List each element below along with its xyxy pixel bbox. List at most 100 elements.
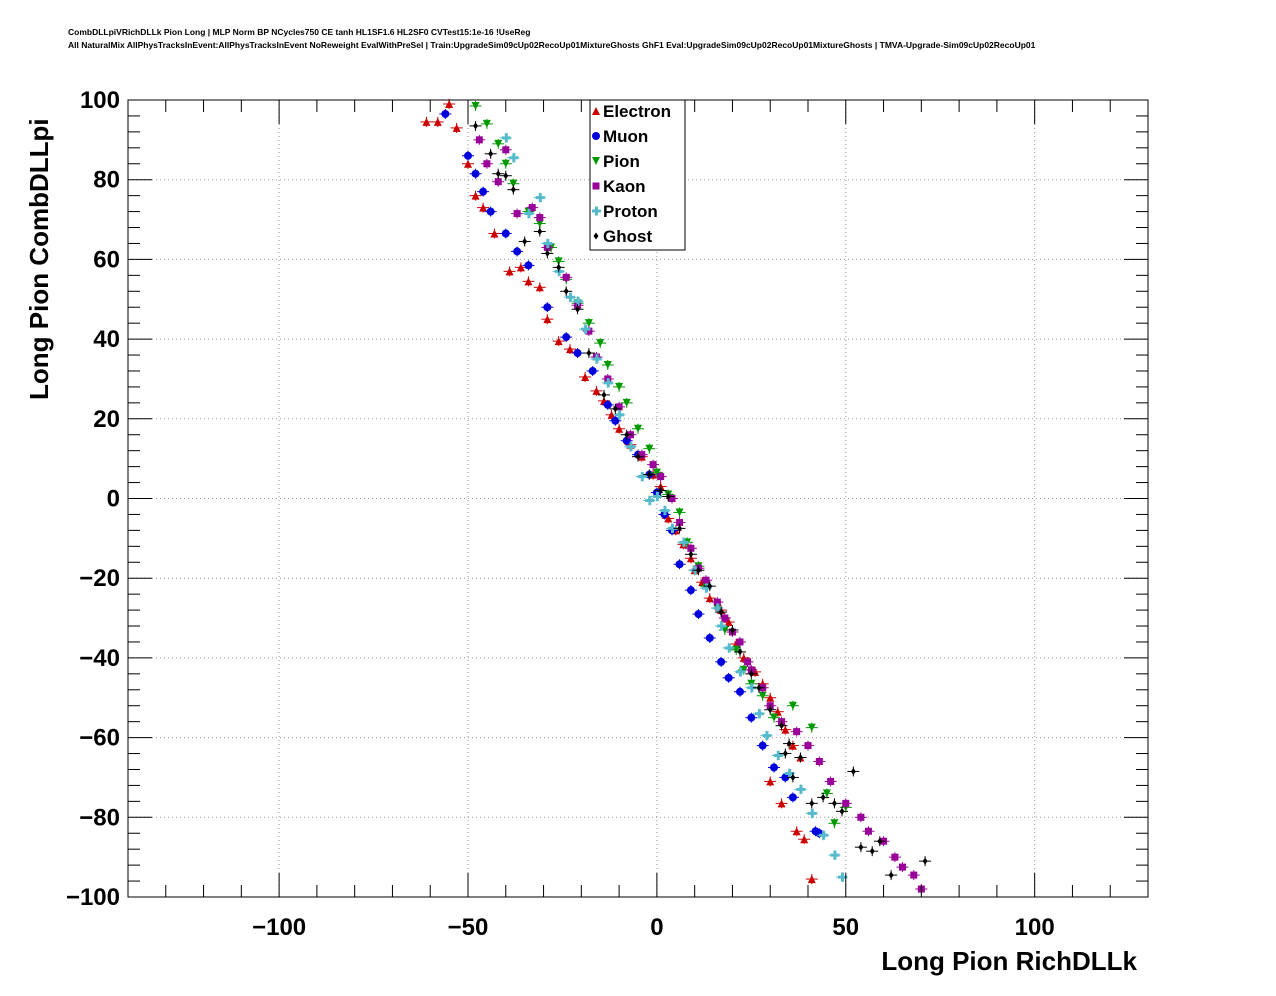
data-point: [646, 471, 652, 479]
data-point: [581, 324, 591, 334]
data-point: [779, 722, 785, 730]
data-points: [420, 98, 932, 895]
data-point: [626, 442, 636, 452]
data-point: [758, 691, 767, 700]
data-point: [822, 789, 831, 798]
data-point: [707, 582, 713, 590]
data-point: [676, 518, 684, 526]
legend-label: Proton: [603, 202, 658, 221]
data-point: [536, 214, 544, 222]
data-point: [762, 731, 772, 741]
data-point: [660, 505, 670, 515]
data-point: [505, 267, 514, 276]
data-point: [592, 386, 601, 395]
data-point: [664, 514, 673, 523]
y-tick-label: −100: [66, 884, 120, 911]
data-point: [494, 178, 502, 186]
data-point: [471, 169, 480, 178]
legend-label: Pion: [603, 152, 640, 171]
data-point: [495, 170, 501, 178]
data-point: [501, 229, 510, 238]
data-point: [634, 424, 642, 433]
y-tick-label: 40: [93, 326, 120, 353]
data-point: [754, 709, 764, 719]
data-point: [562, 273, 570, 281]
y-tick-label: 60: [93, 246, 120, 273]
data-point: [494, 139, 503, 148]
data-point: [575, 305, 581, 313]
data-point: [622, 436, 631, 445]
data-point: [543, 303, 552, 312]
data-point: [510, 186, 516, 194]
data-point: [782, 750, 788, 758]
data-point: [864, 827, 872, 835]
data-point: [830, 850, 840, 860]
data-point: [675, 508, 684, 517]
data-point: [717, 621, 727, 631]
data-point: [687, 544, 695, 552]
data-point: [744, 658, 752, 666]
data-point: [781, 725, 790, 734]
data-point: [524, 261, 533, 270]
data-point: [766, 777, 775, 786]
legend-marker: [592, 182, 600, 190]
series-kaon: [473, 134, 928, 895]
data-point: [490, 229, 499, 238]
y-tick-label: 80: [93, 167, 120, 194]
data-point: [603, 361, 612, 370]
data-point: [807, 808, 817, 818]
data-point: [705, 594, 714, 603]
data-point: [652, 492, 662, 502]
data-point: [535, 219, 544, 228]
data-point: [736, 667, 745, 677]
data-point: [522, 237, 528, 245]
data-point: [788, 741, 797, 750]
data-point: [702, 576, 710, 584]
data-point: [615, 403, 623, 411]
legend-label: Kaon: [603, 177, 646, 196]
data-point: [573, 296, 583, 306]
legend-marker: [592, 206, 601, 216]
data-point: [452, 123, 461, 132]
data-point: [694, 610, 703, 619]
data-point: [718, 608, 724, 616]
data-point: [820, 793, 826, 801]
y-tick-label: −40: [79, 645, 120, 672]
data-point: [657, 473, 665, 481]
data-point: [767, 706, 773, 714]
data-point: [713, 598, 721, 606]
data-point: [793, 728, 801, 736]
data-point: [858, 843, 864, 851]
data-point: [891, 853, 899, 861]
data-point: [612, 405, 618, 413]
data-point: [601, 391, 607, 399]
data-point: [888, 871, 894, 879]
legend-marker: [592, 132, 600, 140]
data-point: [488, 150, 494, 158]
data-point: [815, 758, 823, 766]
data-point: [827, 777, 835, 785]
data-point: [724, 618, 733, 627]
data-point: [748, 670, 754, 678]
data-point: [665, 493, 671, 501]
data-point: [831, 799, 837, 807]
data-point: [624, 431, 630, 439]
data-point: [603, 400, 612, 409]
data-point: [513, 210, 521, 218]
data-point: [486, 207, 495, 216]
data-point: [796, 784, 806, 794]
data-point: [464, 159, 472, 168]
data-point: [807, 723, 816, 732]
data-point: [910, 871, 918, 879]
data-point: [528, 204, 536, 212]
data-point: [516, 263, 525, 272]
series-electron: [420, 98, 818, 885]
data-point: [501, 159, 510, 168]
data-point: [566, 292, 575, 302]
data-point: [770, 713, 778, 722]
legend-marker: [593, 232, 599, 240]
data-point: [585, 327, 593, 335]
legend-label: Electron: [603, 102, 671, 121]
legend-marker: [592, 157, 600, 165]
